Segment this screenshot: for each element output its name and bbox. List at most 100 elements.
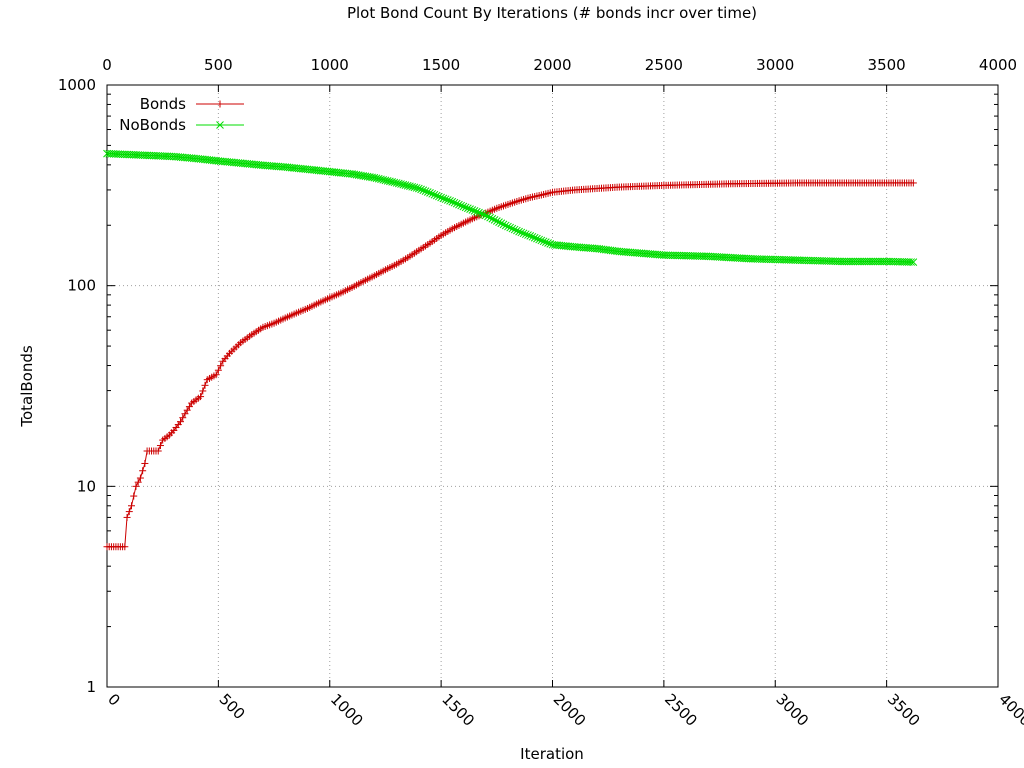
- nobonds-point-marker: [392, 179, 401, 187]
- nobonds-point-marker: [595, 245, 604, 253]
- nobonds-point-marker: [450, 198, 459, 207]
- nobonds-point-marker: [490, 216, 499, 224]
- y-tick-label: 100: [67, 277, 96, 295]
- nobonds-point-marker: [426, 189, 434, 197]
- nobonds-point-marker: [593, 244, 601, 253]
- nobonds-point-marker: [504, 222, 512, 231]
- x-tick-label-top: 1000: [311, 56, 349, 74]
- nobonds-point-marker: [497, 219, 506, 228]
- nobonds-point-marker: [477, 209, 486, 218]
- nobonds-point-marker: [479, 210, 488, 219]
- nobonds-point-marker: [399, 180, 408, 189]
- chart-title: Plot Bond Count By Iterations (# bonds i…: [347, 4, 757, 22]
- nobonds-point-marker: [368, 173, 376, 182]
- legend: Bonds NoBonds: [119, 95, 244, 134]
- nobonds-point-marker: [397, 180, 405, 188]
- x-tick-label-top: 2000: [533, 56, 571, 74]
- nobonds-point-marker: [599, 245, 608, 254]
- nobonds-point-marker: [401, 181, 410, 190]
- y-tick-label: 1000: [58, 76, 96, 94]
- nobonds-point-marker: [430, 190, 439, 199]
- y-tick-labels: 1 10 100 1000: [58, 76, 96, 696]
- nobonds-point-marker: [528, 232, 537, 241]
- nobonds-point-marker: [461, 203, 470, 212]
- x-axis-label: Iteration: [520, 745, 584, 763]
- nobonds-point-marker: [348, 170, 356, 178]
- nobonds-point-marker: [611, 247, 619, 255]
- y-tick-label: 10: [77, 477, 96, 495]
- x-tick-label: 1000: [327, 690, 367, 730]
- nobonds-point-marker: [492, 217, 501, 225]
- series-nobonds: [103, 149, 918, 266]
- nobonds-point-marker: [495, 218, 503, 226]
- nobonds-point-marker: [390, 178, 399, 187]
- nobonds-point-marker: [468, 206, 477, 214]
- x-tick-label: 1500: [438, 690, 478, 730]
- nobonds-point-marker: [546, 240, 555, 248]
- nobonds-point-marker: [506, 223, 515, 232]
- nobonds-point-marker: [541, 238, 550, 247]
- nobonds-point-marker: [361, 172, 370, 181]
- nobonds-point-marker: [412, 184, 421, 192]
- nobonds-point-marker: [354, 171, 363, 180]
- nobonds-point-marker: [443, 196, 452, 204]
- nobonds-point-marker: [441, 195, 450, 204]
- nobonds-point-marker: [484, 212, 492, 221]
- nobonds-point-marker: [432, 191, 441, 200]
- nobonds-point-marker: [475, 208, 483, 217]
- nobonds-point-marker: [448, 197, 457, 206]
- x-tick-label: 2000: [550, 690, 590, 730]
- nobonds-point-marker: [486, 213, 494, 222]
- nobonds-point-marker: [419, 186, 428, 195]
- x-tick-label-top: 3000: [756, 56, 794, 74]
- nobonds-point-marker: [345, 169, 354, 178]
- y-axis-label: TotalBonds: [18, 345, 36, 428]
- nobonds-point-marker: [519, 229, 528, 238]
- nobonds-point-marker: [515, 227, 523, 236]
- nobonds-point-marker: [374, 174, 383, 183]
- nobonds-point-marker: [459, 202, 468, 211]
- nobonds-point-marker: [499, 220, 508, 229]
- x-tick-label: 3500: [884, 690, 924, 730]
- nobonds-point-marker: [533, 234, 541, 243]
- x-tick-label-top: 500: [204, 56, 233, 74]
- nobonds-point-marker: [470, 206, 479, 215]
- nobonds-point-marker: [394, 179, 403, 188]
- nobonds-point-marker: [423, 188, 432, 196]
- x-tick-label-top: 0: [102, 56, 112, 74]
- nobonds-point-marker: [501, 221, 510, 230]
- nobonds-point-marker: [352, 170, 361, 179]
- nobonds-point-marker: [608, 246, 617, 255]
- nobonds-point-marker: [372, 174, 381, 183]
- nobonds-point-marker: [359, 172, 368, 180]
- nobonds-point-marker: [437, 193, 445, 202]
- nobonds-point-marker: [544, 239, 552, 247]
- legend-label-bonds: Bonds: [140, 95, 186, 113]
- x-tick-labels-bottom: 0 500 1000 1500 2000 2500 3000 3500 4000: [104, 690, 1024, 730]
- nobonds-point-marker: [524, 231, 532, 239]
- nobonds-point-marker: [406, 182, 414, 191]
- nobonds-point-marker: [513, 226, 521, 235]
- x-tick-label: 500: [216, 690, 249, 723]
- x-tick-label: 4000: [995, 690, 1024, 730]
- legend-marker-nobonds: [216, 121, 224, 129]
- nobonds-point-marker: [602, 245, 610, 254]
- x-tick-label: 3000: [772, 690, 812, 730]
- nobonds-point-marker: [517, 228, 526, 237]
- nobonds-point-marker: [388, 178, 396, 186]
- nobonds-point-marker: [403, 181, 412, 190]
- nobonds-point-marker: [377, 175, 385, 184]
- nobonds-point-marker: [435, 192, 443, 201]
- nobonds-point-marker: [508, 224, 517, 233]
- nobonds-point-marker: [446, 197, 454, 205]
- series-line-bonds: [107, 182, 914, 548]
- grid-lines: [107, 85, 998, 687]
- nobonds-point-marker: [410, 183, 419, 192]
- x-tick-label-top: 2500: [645, 56, 683, 74]
- nobonds-point-marker: [464, 204, 472, 213]
- nobonds-point-marker: [597, 245, 606, 254]
- nobonds-point-marker: [472, 207, 481, 216]
- nobonds-point-marker: [350, 170, 359, 179]
- nobonds-point-marker: [488, 214, 497, 223]
